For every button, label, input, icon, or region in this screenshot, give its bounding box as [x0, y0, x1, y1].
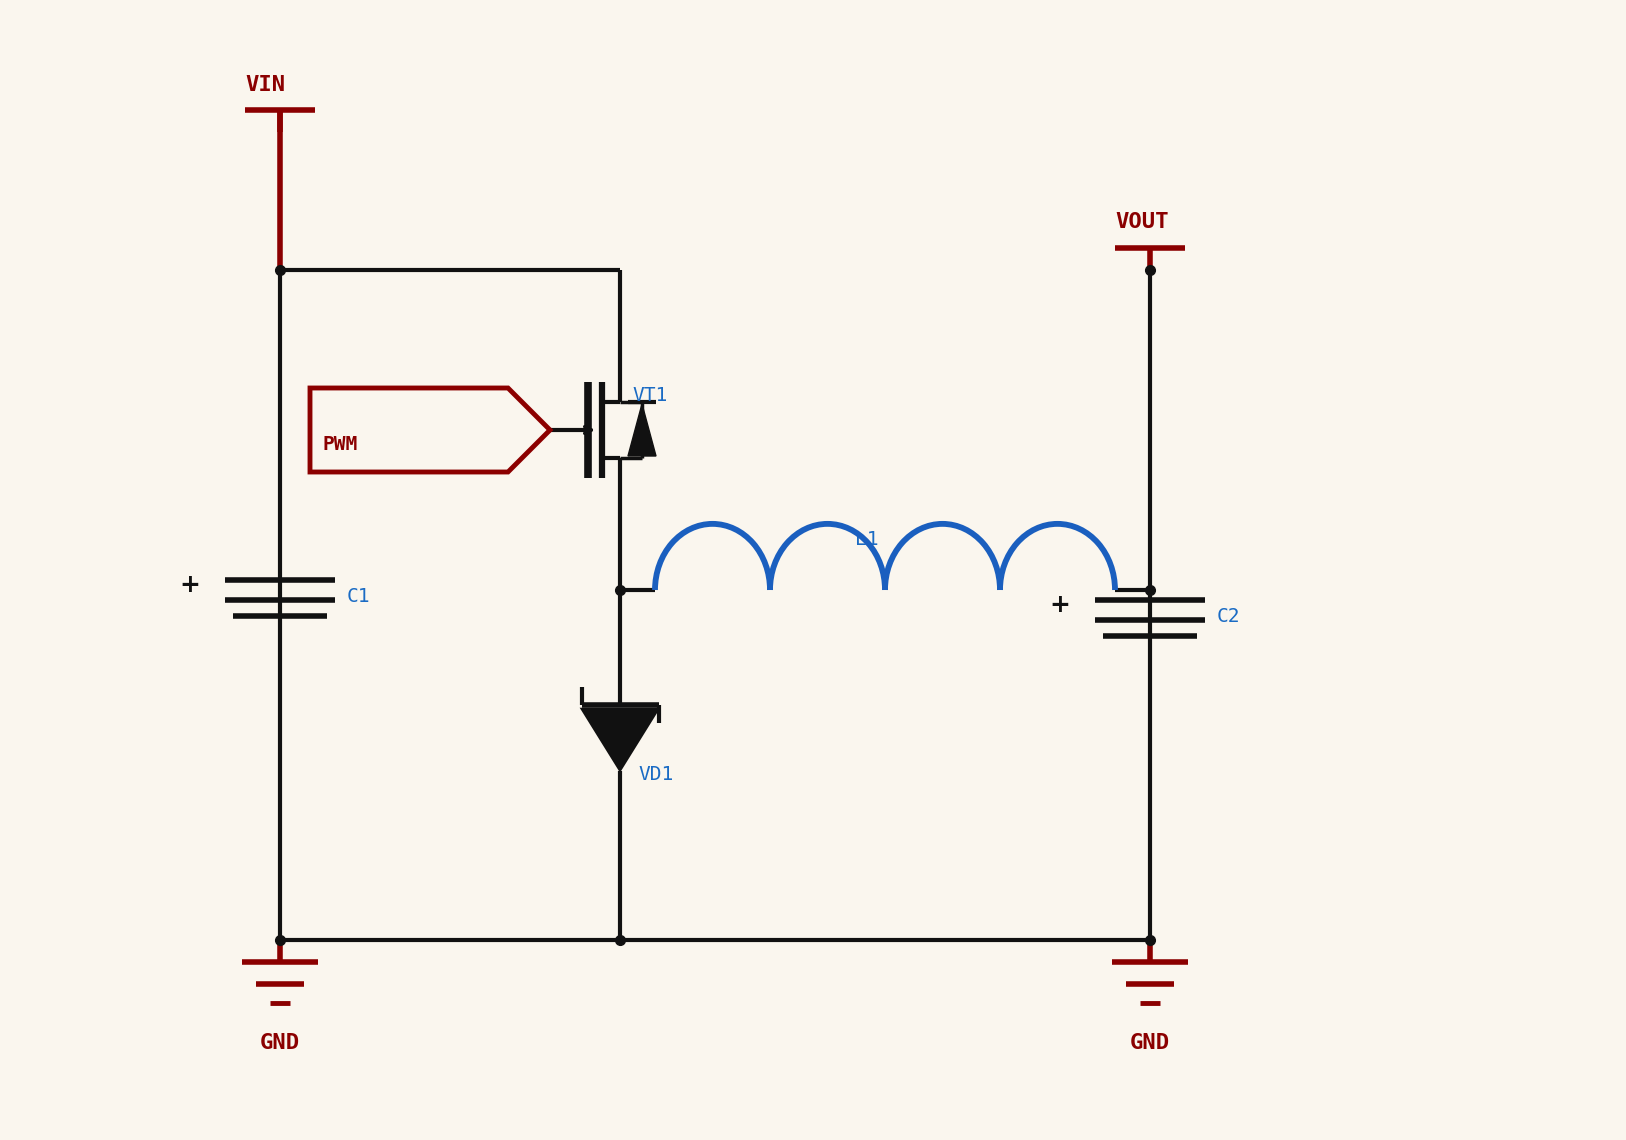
Text: VT1: VT1 [633, 386, 667, 405]
Text: +: + [179, 573, 200, 597]
Text: L1: L1 [855, 530, 878, 549]
Text: +: + [1049, 593, 1070, 617]
Text: PWM: PWM [322, 435, 358, 454]
Polygon shape [628, 404, 655, 456]
Polygon shape [582, 709, 659, 771]
Text: VD1: VD1 [637, 765, 673, 784]
Text: GND: GND [1130, 1033, 1171, 1053]
Text: VOUT: VOUT [1115, 212, 1169, 233]
Text: C1: C1 [346, 587, 371, 606]
Text: VIN: VIN [246, 75, 285, 95]
Text: C2: C2 [1216, 606, 1241, 626]
Text: GND: GND [260, 1033, 301, 1053]
